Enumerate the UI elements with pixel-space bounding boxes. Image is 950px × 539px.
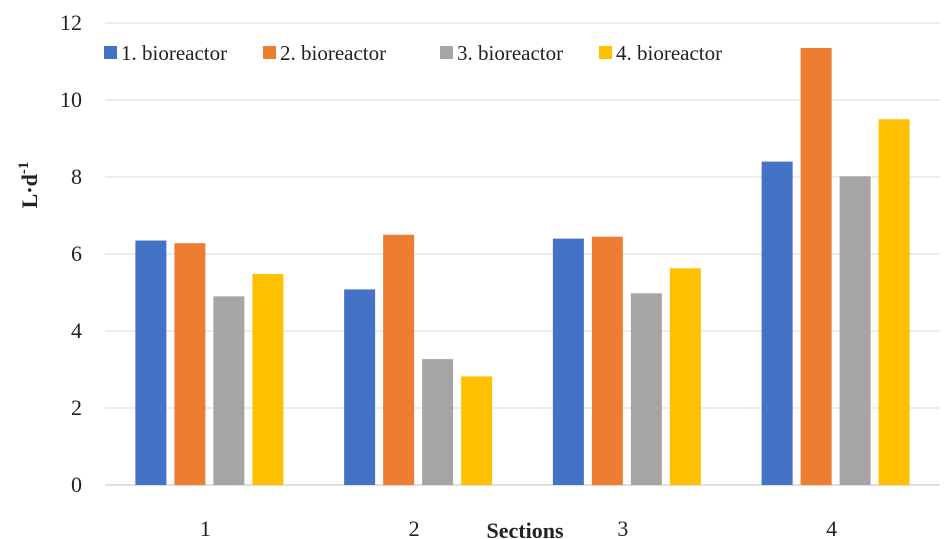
legend-label: 4. bioreactor [616,41,722,65]
bar [383,234,415,485]
bar [761,161,793,485]
x-axis-ticks: 1 2 3 4 [200,516,837,539]
x-tick-label: 2 [409,516,420,539]
x-tick-label: 4 [826,516,837,539]
bar [800,48,832,486]
bar [630,293,662,485]
bar [839,176,871,486]
legend-label: 3. bioreactor [457,41,563,65]
y-tick-label: 0 [71,472,82,497]
bar [669,268,701,485]
x-tick-label: 3 [617,516,628,539]
x-axis-title: Sections [487,518,564,539]
bar [135,240,167,485]
y-tick-label: 4 [71,318,82,343]
y-tick-label: 6 [71,241,82,266]
y-axis-title-base: L·d [17,174,42,208]
bar [461,376,493,485]
bar [422,359,454,485]
y-axis-title-superscript: -1 [16,162,32,175]
y-axis-title: L·d-1 [16,162,42,209]
y-tick-label: 12 [60,10,82,35]
legend-swatch [440,46,453,59]
legend-swatch [104,46,117,59]
legend-swatch [599,46,612,59]
y-axis-ticks: 0 2 4 6 8 10 12 [60,10,82,497]
legend: 1. bioreactor 2. bioreactor 3. bioreactor 4… [104,41,722,65]
y-tick-label: 8 [71,164,82,189]
legend-swatch [263,46,276,59]
bar [213,296,245,485]
legend-label: 2. bioreactor [280,41,386,65]
bars [135,48,910,486]
bar [591,236,623,485]
x-tick-label: 1 [200,516,211,539]
bar [174,243,206,485]
y-tick-label: 2 [71,395,82,420]
bar [878,119,910,485]
y-tick-label: 10 [60,87,82,112]
bar [344,289,376,485]
bar [252,274,284,485]
bar [552,238,584,485]
legend-label: 1. bioreactor [121,41,227,65]
